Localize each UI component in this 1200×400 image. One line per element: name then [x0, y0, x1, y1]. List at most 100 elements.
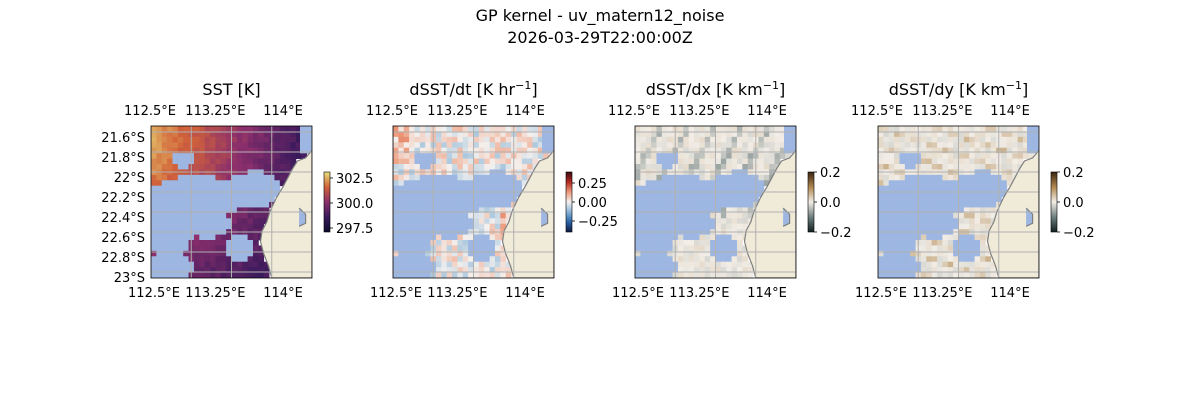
data-cell [720, 245, 727, 252]
data-cell [210, 142, 216, 149]
data-cell [435, 153, 442, 159]
data-cell [468, 126, 474, 132]
data-cell [878, 185, 884, 192]
data-cell [478, 136, 485, 143]
data-cell [403, 136, 410, 143]
data-cell [920, 196, 927, 203]
data-cell [414, 136, 421, 143]
data-cell [953, 256, 959, 263]
data-cell [683, 250, 690, 257]
data-cell [990, 185, 997, 192]
data-cell [963, 126, 970, 132]
inlet [1025, 207, 1034, 227]
data-cell [409, 174, 415, 181]
lon-tick-bottom: 112.5°E [370, 286, 422, 301]
data-cell [926, 196, 933, 203]
data-cell [710, 234, 716, 241]
data-cell [888, 196, 895, 203]
data-cell [532, 147, 539, 154]
data-cell [694, 202, 700, 208]
data-cell [969, 245, 975, 252]
data-cell [414, 174, 421, 181]
data-cell [667, 207, 673, 214]
data-cell [151, 174, 157, 181]
data-cell [226, 245, 232, 252]
data-cell [953, 272, 959, 278]
data-cell [699, 158, 706, 165]
data-cell [645, 245, 652, 252]
data-cell [651, 207, 657, 214]
data-cell [425, 202, 431, 208]
data-cell [398, 250, 405, 257]
data-cell [645, 234, 652, 241]
data-cell [167, 191, 173, 197]
data-cell [242, 272, 248, 278]
data-cell [920, 240, 927, 246]
data-cell [527, 136, 533, 143]
data-cell [414, 196, 421, 203]
data-cell [704, 126, 711, 132]
data-cell [468, 174, 474, 181]
data-cell [210, 240, 216, 246]
data-cell [409, 250, 415, 257]
data-cell [710, 218, 716, 225]
data-cell [500, 164, 507, 170]
data-cell [167, 267, 173, 273]
data-cell [425, 158, 431, 165]
data-cell [726, 126, 732, 132]
data-cell [910, 196, 916, 203]
data-cell [446, 126, 453, 132]
data-cell [172, 212, 179, 219]
data-cell [489, 164, 496, 170]
data-cell [969, 240, 975, 246]
data-cell [667, 261, 673, 268]
data-cell [985, 272, 992, 278]
data-cell [683, 272, 690, 278]
data-cell [274, 131, 281, 138]
data-cell [403, 207, 410, 214]
data-cell [220, 218, 227, 225]
data-cell [774, 153, 781, 159]
data-cell [398, 240, 405, 246]
data-cell [226, 164, 232, 170]
data-cell [958, 185, 965, 192]
data-cell [220, 261, 227, 268]
data-cell [904, 153, 911, 159]
data-cell [177, 261, 184, 268]
data-cell [409, 196, 415, 203]
data-cell [156, 202, 163, 208]
data-cell [199, 267, 206, 273]
data-cell [715, 142, 722, 149]
data-cell [527, 147, 533, 154]
data-cell [462, 202, 469, 208]
data-cell [242, 196, 248, 203]
data-cell [677, 240, 684, 246]
data-cell [667, 153, 673, 159]
data-cell [910, 174, 916, 181]
data-cell [947, 212, 954, 219]
data-cell [500, 272, 507, 278]
data-cell [183, 267, 189, 273]
data-cell [656, 131, 663, 138]
data-cell [532, 131, 539, 138]
data-cell [473, 240, 480, 246]
data-cell [985, 158, 992, 165]
data-cell [763, 147, 770, 154]
data-cell [263, 191, 270, 197]
data-cell [457, 153, 464, 159]
data-cell [904, 126, 911, 132]
lat-tick: 22°S [114, 171, 145, 186]
data-cell [161, 196, 168, 203]
data-cell [441, 153, 448, 159]
data-cell [247, 131, 254, 138]
data-cell [156, 147, 163, 154]
data-cell [888, 158, 895, 165]
map-area [635, 126, 796, 278]
data-cell [177, 223, 184, 230]
data-cell [926, 158, 933, 165]
data-cell [683, 223, 690, 230]
data-cell [878, 196, 884, 203]
data-cell [220, 240, 227, 246]
data-cell [435, 126, 442, 132]
data-cell [263, 136, 270, 143]
